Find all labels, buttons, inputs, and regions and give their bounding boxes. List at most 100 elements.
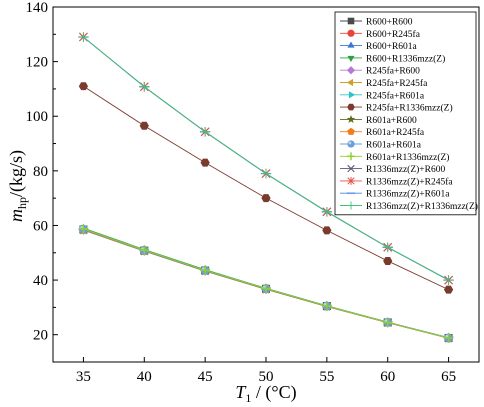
y-tick-label-6: 140: [26, 0, 49, 16]
legend-marker-0-shape: [347, 17, 355, 25]
y-axis-unit: /(kg/s): [6, 150, 27, 197]
legend-label-3: R600+R1336mzz(Z): [366, 53, 445, 64]
series-15-point-4: [322, 207, 332, 217]
series-line-3: [83, 227, 449, 339]
series-2: [79, 223, 453, 341]
y-tick-label-0: 20: [33, 328, 48, 344]
legend-marker-2-shape: [347, 41, 355, 48]
y-tick-label-1: 40: [33, 273, 48, 289]
series-7-point-0-shape: [78, 82, 89, 91]
series-7-point-5: [383, 256, 393, 265]
x-tick-label-2: 45: [198, 369, 213, 385]
legend-marker-4: [346, 66, 356, 75]
y-tick-label-4: 100: [26, 109, 49, 125]
series-7-point-2: [200, 158, 210, 167]
legend-label-0: R600+R600: [366, 18, 413, 28]
axis-layer: 35 40 45 50 55 60 65 20 40 60 80 100 120 140: [26, 0, 457, 385]
series-7-point-4-shape: [322, 226, 332, 235]
x-tick-label-1: 40: [137, 369, 152, 385]
legend-marker-12: [347, 164, 355, 173]
legend-marker-0: [347, 17, 355, 25]
x-tick-label-3: 50: [259, 369, 274, 385]
legend-label-2: R600+R601a: [366, 42, 418, 52]
x-axis-subscript: 1: [245, 391, 251, 405]
series-7-point-2-shape: [200, 158, 210, 167]
series-7-point-4: [322, 226, 332, 235]
x-axis-title: T1 / (°C): [235, 382, 296, 405]
series-11-point-5: [382, 317, 393, 328]
y-axis-symbol: m: [6, 209, 26, 222]
y-axis-title: mhp/(kg/s): [6, 150, 29, 222]
series-7-point-6-shape: [443, 285, 454, 294]
series-15-point-1: [139, 81, 150, 92]
legend-marker-9: [347, 127, 355, 135]
series-7-point-3-shape: [261, 194, 271, 203]
series-15-point-6: [443, 275, 454, 285]
legend-marker-1: [347, 29, 355, 37]
series-15-point-0: [78, 32, 89, 42]
legend-marker-9-shape: [347, 127, 355, 135]
legend-marker-4-shape: [346, 66, 356, 75]
series-11-point-0: [78, 223, 89, 234]
series-11-point-4: [322, 301, 332, 311]
x-tick-label-4: 55: [319, 369, 334, 385]
legend-label-14: R1336mzz(Z)+R601a: [366, 189, 450, 200]
legend-label-8: R601a+R600: [366, 116, 417, 126]
legend-marker-10-shape: [347, 140, 355, 148]
legend-marker-2: [347, 41, 355, 48]
legend-marker-8: [346, 114, 356, 123]
legend-marker-6: [348, 91, 356, 99]
series-11-point-2: [200, 265, 210, 276]
legend-marker-7-shape: [347, 103, 355, 111]
series-7-point-1-shape: [139, 121, 149, 130]
legend-label-4: R245fa+R600: [366, 66, 420, 77]
legend-marker-1-shape: [347, 29, 355, 37]
series-11-point-6: [443, 333, 454, 343]
legend-label-6: R245fa+R601a: [366, 90, 425, 101]
legend-label-11: R601a+R1336mzz(Z): [366, 152, 449, 163]
legend-marker-8-shape: [346, 114, 356, 123]
legend-label-13: R1336mzz(Z)+R245fa: [366, 176, 453, 187]
series-7-point-6: [443, 285, 454, 294]
series-11-point-3: [261, 283, 271, 294]
legend-marker-15: [347, 201, 355, 210]
x-axis-unit: / (°C): [251, 382, 296, 403]
legend-label-9: R601a+R245fa: [366, 127, 425, 138]
series-15-point-3: [261, 168, 271, 179]
legend-marker-13: [347, 176, 355, 185]
legend-marker-3-shape: [347, 55, 355, 63]
legend-marker-5: [346, 78, 354, 87]
legend-marker-7: [347, 103, 355, 111]
series-11-point-1: [139, 245, 150, 255]
legend-marker-10: [347, 140, 355, 148]
legend-marker-3: [347, 55, 355, 63]
series-7-point-0: [78, 82, 89, 91]
series-7-point-3: [261, 194, 271, 203]
legend-marker-10-highlight: [348, 141, 352, 145]
legend-marker-5-shape: [346, 78, 354, 87]
series-layer: [78, 32, 454, 343]
series-15: [78, 32, 454, 285]
y-tick-label-3: 80: [33, 164, 48, 180]
legend-label-5: R245fa+R245fa: [366, 78, 428, 89]
series-7-point-5-shape: [383, 256, 393, 265]
y-tick-label-2: 60: [33, 218, 48, 234]
legend-label-10: R601a+R601a: [366, 141, 422, 151]
legend-label-15: R1336mzz(Z)+R1336mzz(Z): [366, 201, 478, 212]
x-axis-symbol: T: [235, 382, 247, 402]
y-axis-subscript: hp: [15, 197, 29, 209]
series-11: [78, 223, 454, 343]
legend-marker-12-d2: [347, 164, 355, 173]
series-15-point-2: [200, 126, 210, 137]
series-15-point-5: [382, 242, 393, 253]
legend-label-1: R600+R245fa: [366, 29, 421, 40]
x-tick-label-0: 35: [76, 369, 91, 385]
legend-marker-6-shape: [348, 91, 356, 99]
series-line-2: [83, 228, 449, 339]
x-tick-label-5: 60: [380, 369, 395, 385]
legend-marker-11: [347, 152, 355, 161]
y-tick-label-5: 120: [26, 55, 49, 71]
legend-label-7: R245fa+R1336mzz(Z): [366, 103, 453, 114]
